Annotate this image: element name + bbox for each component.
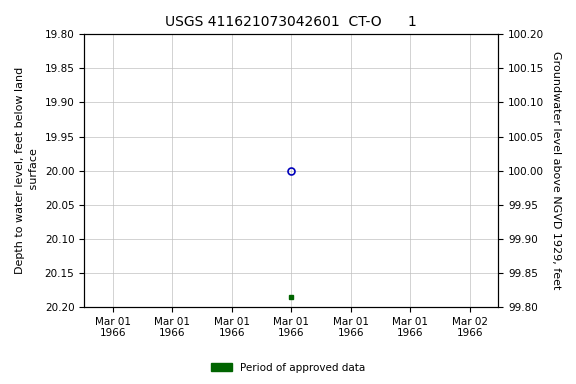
Legend: Period of approved data: Period of approved data bbox=[207, 359, 369, 377]
Y-axis label: Groundwater level above NGVD 1929, feet: Groundwater level above NGVD 1929, feet bbox=[551, 51, 561, 290]
Title: USGS 411621073042601  CT-O      1: USGS 411621073042601 CT-O 1 bbox=[165, 15, 417, 29]
Y-axis label: Depth to water level, feet below land
 surface: Depth to water level, feet below land su… bbox=[15, 67, 39, 274]
